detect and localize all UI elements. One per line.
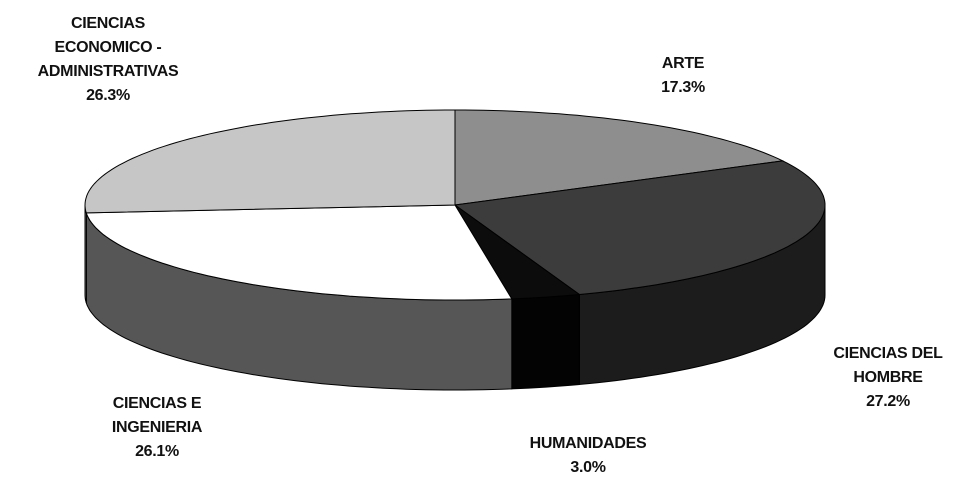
pie-slice bbox=[454, 204, 581, 300]
slice-label: CIENCIAS E INGENIERIA 26.1% bbox=[92, 392, 222, 464]
value-label: 26.3% bbox=[86, 87, 130, 104]
category-label: CIENCIAS DEL HOMBRE bbox=[833, 345, 943, 386]
slice-label: CIENCIAS ECONOMICO - ADMINISTRATIVAS 26.3… bbox=[23, 12, 193, 108]
pie-side bbox=[84, 204, 87, 304]
slice-label: ARTE 17.3% bbox=[603, 52, 763, 100]
pie-side bbox=[511, 293, 580, 390]
value-label: 17.3% bbox=[661, 79, 705, 96]
value-label: 26.1% bbox=[135, 443, 179, 460]
pie-slice bbox=[85, 204, 513, 301]
value-label: 27.2% bbox=[866, 393, 910, 410]
slice-label: CIENCIAS DEL HOMBRE 27.2% bbox=[813, 342, 963, 414]
category-label: CIENCIAS ECONOMICO - ADMINISTRATIVAS bbox=[37, 15, 179, 80]
category-label: CIENCIAS E INGENIERIA bbox=[111, 395, 203, 436]
pie-slice bbox=[454, 109, 785, 206]
value-label: 3.0% bbox=[570, 459, 606, 476]
category-label: ARTE bbox=[661, 55, 705, 72]
pie-slice bbox=[453, 160, 826, 296]
slice-label: HUMANIDADES 3.0% bbox=[488, 432, 688, 480]
pie-slice bbox=[84, 109, 456, 214]
category-label: HUMANIDADES bbox=[529, 435, 647, 452]
